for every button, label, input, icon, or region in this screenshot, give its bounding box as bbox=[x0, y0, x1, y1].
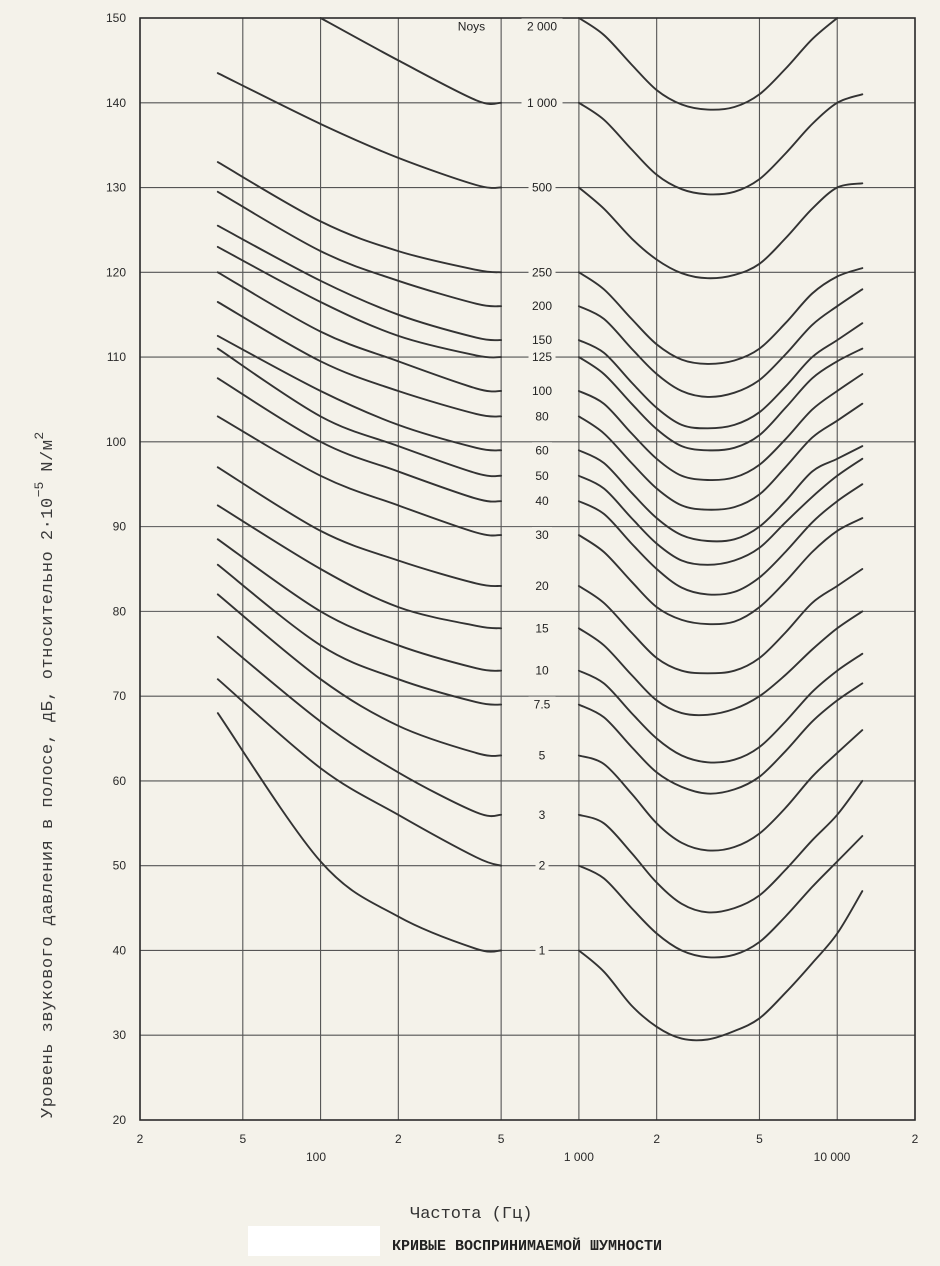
curve-500-noys bbox=[216, 72, 864, 280]
y-tick-label-110: 110 bbox=[107, 350, 126, 364]
curve-label-40: 40 bbox=[535, 494, 549, 508]
curve-2000-noys bbox=[577, 17, 839, 111]
curve-label-500: 500 bbox=[532, 181, 552, 195]
curve-150-noys bbox=[216, 224, 864, 430]
caption-mask bbox=[248, 1226, 380, 1256]
x-axis-label: Частота (Гц) bbox=[410, 1205, 532, 1224]
curve-7-5-noys bbox=[216, 563, 864, 795]
curve-label-5: 5 bbox=[539, 748, 546, 762]
curves bbox=[216, 17, 864, 1042]
curve-label-bg-15 bbox=[532, 620, 553, 635]
curve-label-bg-250 bbox=[528, 264, 556, 279]
curve-label-20: 20 bbox=[535, 579, 549, 593]
curve-label-bg-3 bbox=[535, 806, 549, 821]
curve-label-bg-50 bbox=[532, 467, 553, 482]
series-label-header: Noys bbox=[458, 19, 485, 33]
curve-label-7-5: 7.5 bbox=[534, 698, 551, 712]
curve-30-noys bbox=[216, 415, 864, 626]
x-tick-label-100: 100 bbox=[306, 1150, 326, 1164]
curve-80-noys bbox=[216, 301, 864, 511]
y-tick-label-30: 30 bbox=[113, 1028, 127, 1042]
y-tick-label-70: 70 bbox=[113, 689, 127, 703]
curve-label-60: 60 bbox=[535, 443, 549, 457]
curve-60-noys bbox=[216, 334, 864, 543]
y-tick-label-140: 140 bbox=[106, 96, 126, 110]
curve-label-bg-30 bbox=[532, 527, 553, 542]
y-tick-label-60: 60 bbox=[113, 774, 127, 788]
curve-label-bg-7-5 bbox=[528, 696, 556, 711]
x-tick-label-20000: 2 bbox=[912, 1132, 919, 1146]
grid bbox=[139, 17, 916, 1121]
curve-3-noys bbox=[216, 635, 864, 914]
x-tick-label-5000: 5 bbox=[756, 1132, 763, 1146]
curve-label-bg-2000 bbox=[521, 18, 563, 33]
curve-1000-noys bbox=[319, 17, 864, 196]
y-tick-label-130: 130 bbox=[106, 181, 126, 195]
curve-label-10: 10 bbox=[535, 664, 549, 678]
x-tick-label-2000: 2 bbox=[653, 1132, 660, 1146]
curve-50-noys bbox=[216, 347, 864, 566]
curve-5-noys bbox=[216, 593, 864, 852]
y-tick-label-50: 50 bbox=[113, 859, 127, 873]
curve-label-bg-150 bbox=[528, 332, 556, 347]
curve-label-bg-200 bbox=[528, 298, 556, 313]
curve-label-150: 150 bbox=[532, 333, 552, 347]
x-tick-labels: 2 5 100 2 5 1 000 2 5 10 000 2 bbox=[137, 1132, 919, 1164]
curve-label-bg-60 bbox=[532, 442, 553, 457]
curve-label-100: 100 bbox=[532, 384, 552, 398]
y-tick-label-100: 100 bbox=[106, 435, 126, 449]
curve-label-bg-20 bbox=[532, 577, 553, 592]
curve-label-bg-2 bbox=[535, 857, 549, 872]
curve-label-2000: 2 000 bbox=[527, 19, 557, 33]
x-tick-label-1000: 1 000 bbox=[564, 1150, 594, 1164]
curve-100-noys bbox=[216, 271, 864, 482]
curve-200-noys bbox=[216, 190, 864, 398]
curve-label-250: 250 bbox=[532, 265, 552, 279]
curve-20-noys bbox=[216, 466, 864, 675]
y-tick-label-90: 90 bbox=[113, 520, 127, 534]
curve-label-125: 125 bbox=[532, 350, 552, 364]
curve-label-15: 15 bbox=[535, 621, 549, 635]
curve-label-3: 3 bbox=[539, 808, 546, 822]
curve-label-bg-80 bbox=[532, 408, 553, 423]
curve-label-200: 200 bbox=[532, 299, 552, 313]
curve-label-bg-1000 bbox=[521, 94, 563, 109]
y-tick-label-40: 40 bbox=[113, 943, 127, 957]
y-tick-label-20: 20 bbox=[113, 1113, 127, 1127]
curve-10-noys bbox=[216, 538, 864, 764]
curve-label-bg-500 bbox=[528, 179, 556, 194]
curve-1-noys bbox=[216, 712, 864, 1042]
curve-label-bg-100 bbox=[528, 382, 556, 397]
curve-label-bg-40 bbox=[532, 493, 553, 508]
y-tick-label-80: 80 bbox=[113, 604, 127, 618]
curve-2-noys bbox=[216, 678, 864, 959]
curve-40-noys bbox=[216, 377, 864, 596]
x-tick-label-200: 2 bbox=[395, 1132, 402, 1146]
x-tick-label-50: 5 bbox=[239, 1132, 246, 1146]
y-tick-label-120: 120 bbox=[106, 265, 126, 279]
curve-125-noys bbox=[216, 245, 864, 452]
y-axis-label: Уровень звукового давления в полосе, дБ,… bbox=[32, 432, 58, 1118]
curve-label-1000: 1 000 bbox=[527, 96, 557, 110]
curve-label-80: 80 bbox=[535, 409, 549, 423]
x-tick-label-10000: 10 000 bbox=[814, 1150, 851, 1164]
curve-250-noys bbox=[216, 161, 864, 365]
curve-label-bg-10 bbox=[532, 662, 553, 677]
curve-label-bg-5 bbox=[535, 747, 549, 762]
y-tick-label-150: 150 bbox=[106, 11, 126, 25]
plot-frame bbox=[139, 17, 916, 1121]
y-tick-labels: 20 30 40 50 60 70 80 90 100 110 120 130 140 150 bbox=[106, 11, 126, 1127]
curve-label-2: 2 bbox=[539, 859, 546, 873]
curve-label-50: 50 bbox=[535, 469, 549, 483]
curve-15-noys bbox=[216, 504, 864, 717]
curve-label-1: 1 bbox=[539, 943, 546, 957]
x-tick-label-20: 2 bbox=[137, 1132, 144, 1146]
curve-label-30: 30 bbox=[535, 528, 549, 542]
chart-title: КРИВЫЕ ВОСПРИНИМАЕМОЙ ШУМНОСТИ bbox=[392, 1237, 662, 1255]
x-tick-label-500: 5 bbox=[498, 1132, 505, 1146]
curve-labels: 1 2 3 5 7.5 10 15 20 30 40 50 60 80 100 125 150 200 250 50… bbox=[521, 18, 563, 957]
curve-label-bg-1 bbox=[535, 942, 549, 957]
curve-label-bg-125 bbox=[528, 349, 556, 364]
